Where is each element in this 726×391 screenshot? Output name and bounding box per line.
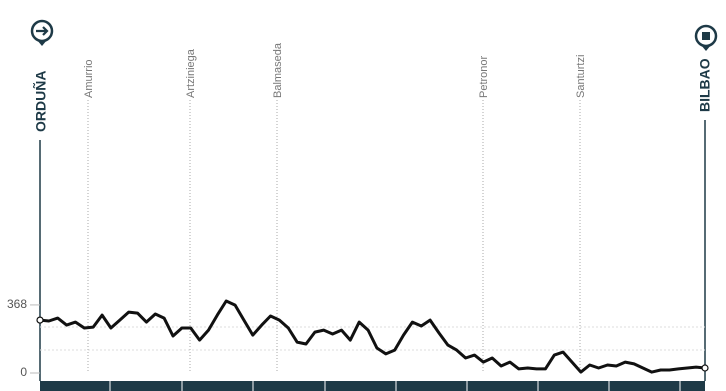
start-point <box>36 316 44 324</box>
distance-bar <box>40 381 705 391</box>
end-label: BILBAO <box>697 58 713 112</box>
distance-dividers <box>109 381 681 391</box>
start-icon <box>30 19 54 46</box>
place-label: Amurrio <box>83 59 95 98</box>
y-tick-label: 0 <box>20 365 27 379</box>
place-label: Santurtzi <box>575 55 587 98</box>
place-label: Artziniega <box>185 48 197 98</box>
y-tick-label: 368 <box>7 297 27 311</box>
end-icon <box>694 24 718 51</box>
place-label: Petronor <box>478 55 490 98</box>
end-point <box>701 364 709 372</box>
elevation-line <box>39 299 706 374</box>
start-label: ORDUÑA <box>32 71 49 132</box>
place-label: Balmaseda <box>272 42 284 98</box>
